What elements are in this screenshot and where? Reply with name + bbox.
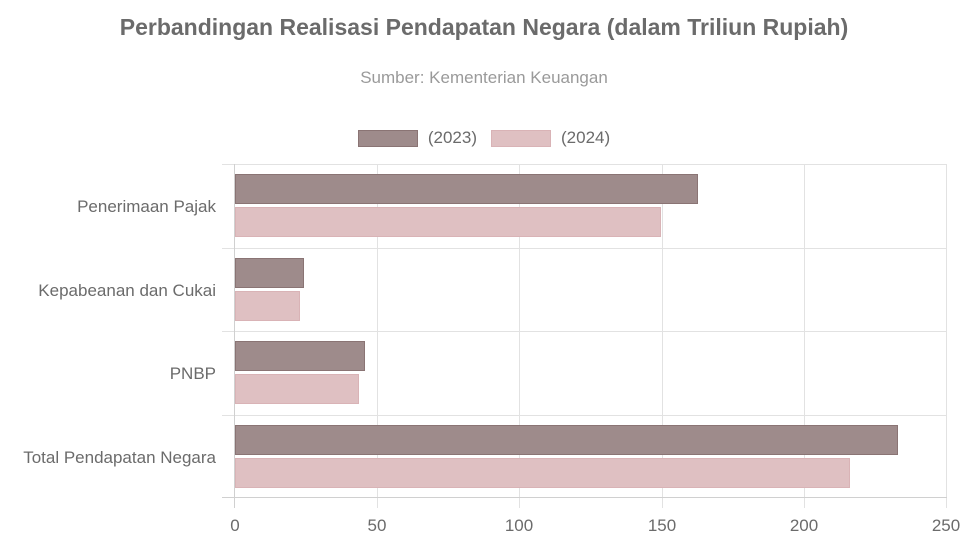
- legend-label-2024: (2024): [561, 128, 611, 147]
- bar-penerimaan-pajak-2023[interactable]: [235, 174, 699, 205]
- bar-kepabeanan-dan-cukai-2024[interactable]: [235, 290, 301, 321]
- x-axis-line: [222, 497, 947, 498]
- x-tick-label-150: 150: [647, 516, 677, 535]
- bar-penerimaan-pajak-2024[interactable]: [235, 207, 662, 238]
- legend-item-2023[interactable]: (2023): [357, 128, 477, 148]
- bar-total-pendapatan-negara-2023[interactable]: [235, 424, 898, 455]
- x-tick-label-250: 250: [931, 516, 961, 535]
- y-label-total-pendapatan-negara: Total Pendapatan Negara: [23, 448, 216, 467]
- x-tick-label-0: 0: [230, 516, 240, 535]
- y-label-pnbp: PNBP: [169, 364, 216, 383]
- x-tick: [804, 498, 806, 508]
- category-separator: [222, 247, 947, 249]
- chart-title: Perbandingan Realisasi Pendapatan Negara…: [119, 14, 849, 40]
- x-tick-label-200: 200: [789, 516, 819, 535]
- x-tick-label-100: 100: [504, 516, 534, 535]
- x-tick-label-50: 50: [367, 516, 387, 535]
- legend-label-2023: (2023): [427, 128, 477, 147]
- x-tick: [519, 498, 521, 508]
- x-tick: [661, 498, 663, 508]
- category-separator: [222, 414, 947, 416]
- plot-border-top: [222, 164, 947, 165]
- plot-area: [222, 164, 947, 508]
- bar-pnbp-2024[interactable]: [235, 374, 359, 405]
- y-label-penerimaan-pajak: Penerimaan Pajak: [77, 197, 216, 216]
- x-tick: [376, 498, 378, 508]
- legend-swatch-2024: [491, 129, 551, 147]
- x-tick: [946, 498, 947, 508]
- category-separator: [222, 331, 947, 332]
- y-label-kepabeanan-dan-cukai: Kepabeanan dan Cukai: [38, 281, 216, 300]
- bar-total-pendapatan-negara-2024[interactable]: [235, 457, 850, 488]
- bar-pnbp-2023[interactable]: [235, 341, 366, 372]
- bar-kepabeanan-dan-cukai-2023[interactable]: [235, 257, 304, 288]
- legend-item-2024[interactable]: (2024): [491, 128, 610, 148]
- legend: (2023) (2024): [0, 128, 968, 148]
- y-axis-line: [234, 164, 235, 508]
- legend-swatch-2023: [357, 129, 418, 147]
- chart-subtitle: Sumber: Kementerian Keuangan: [360, 68, 608, 87]
